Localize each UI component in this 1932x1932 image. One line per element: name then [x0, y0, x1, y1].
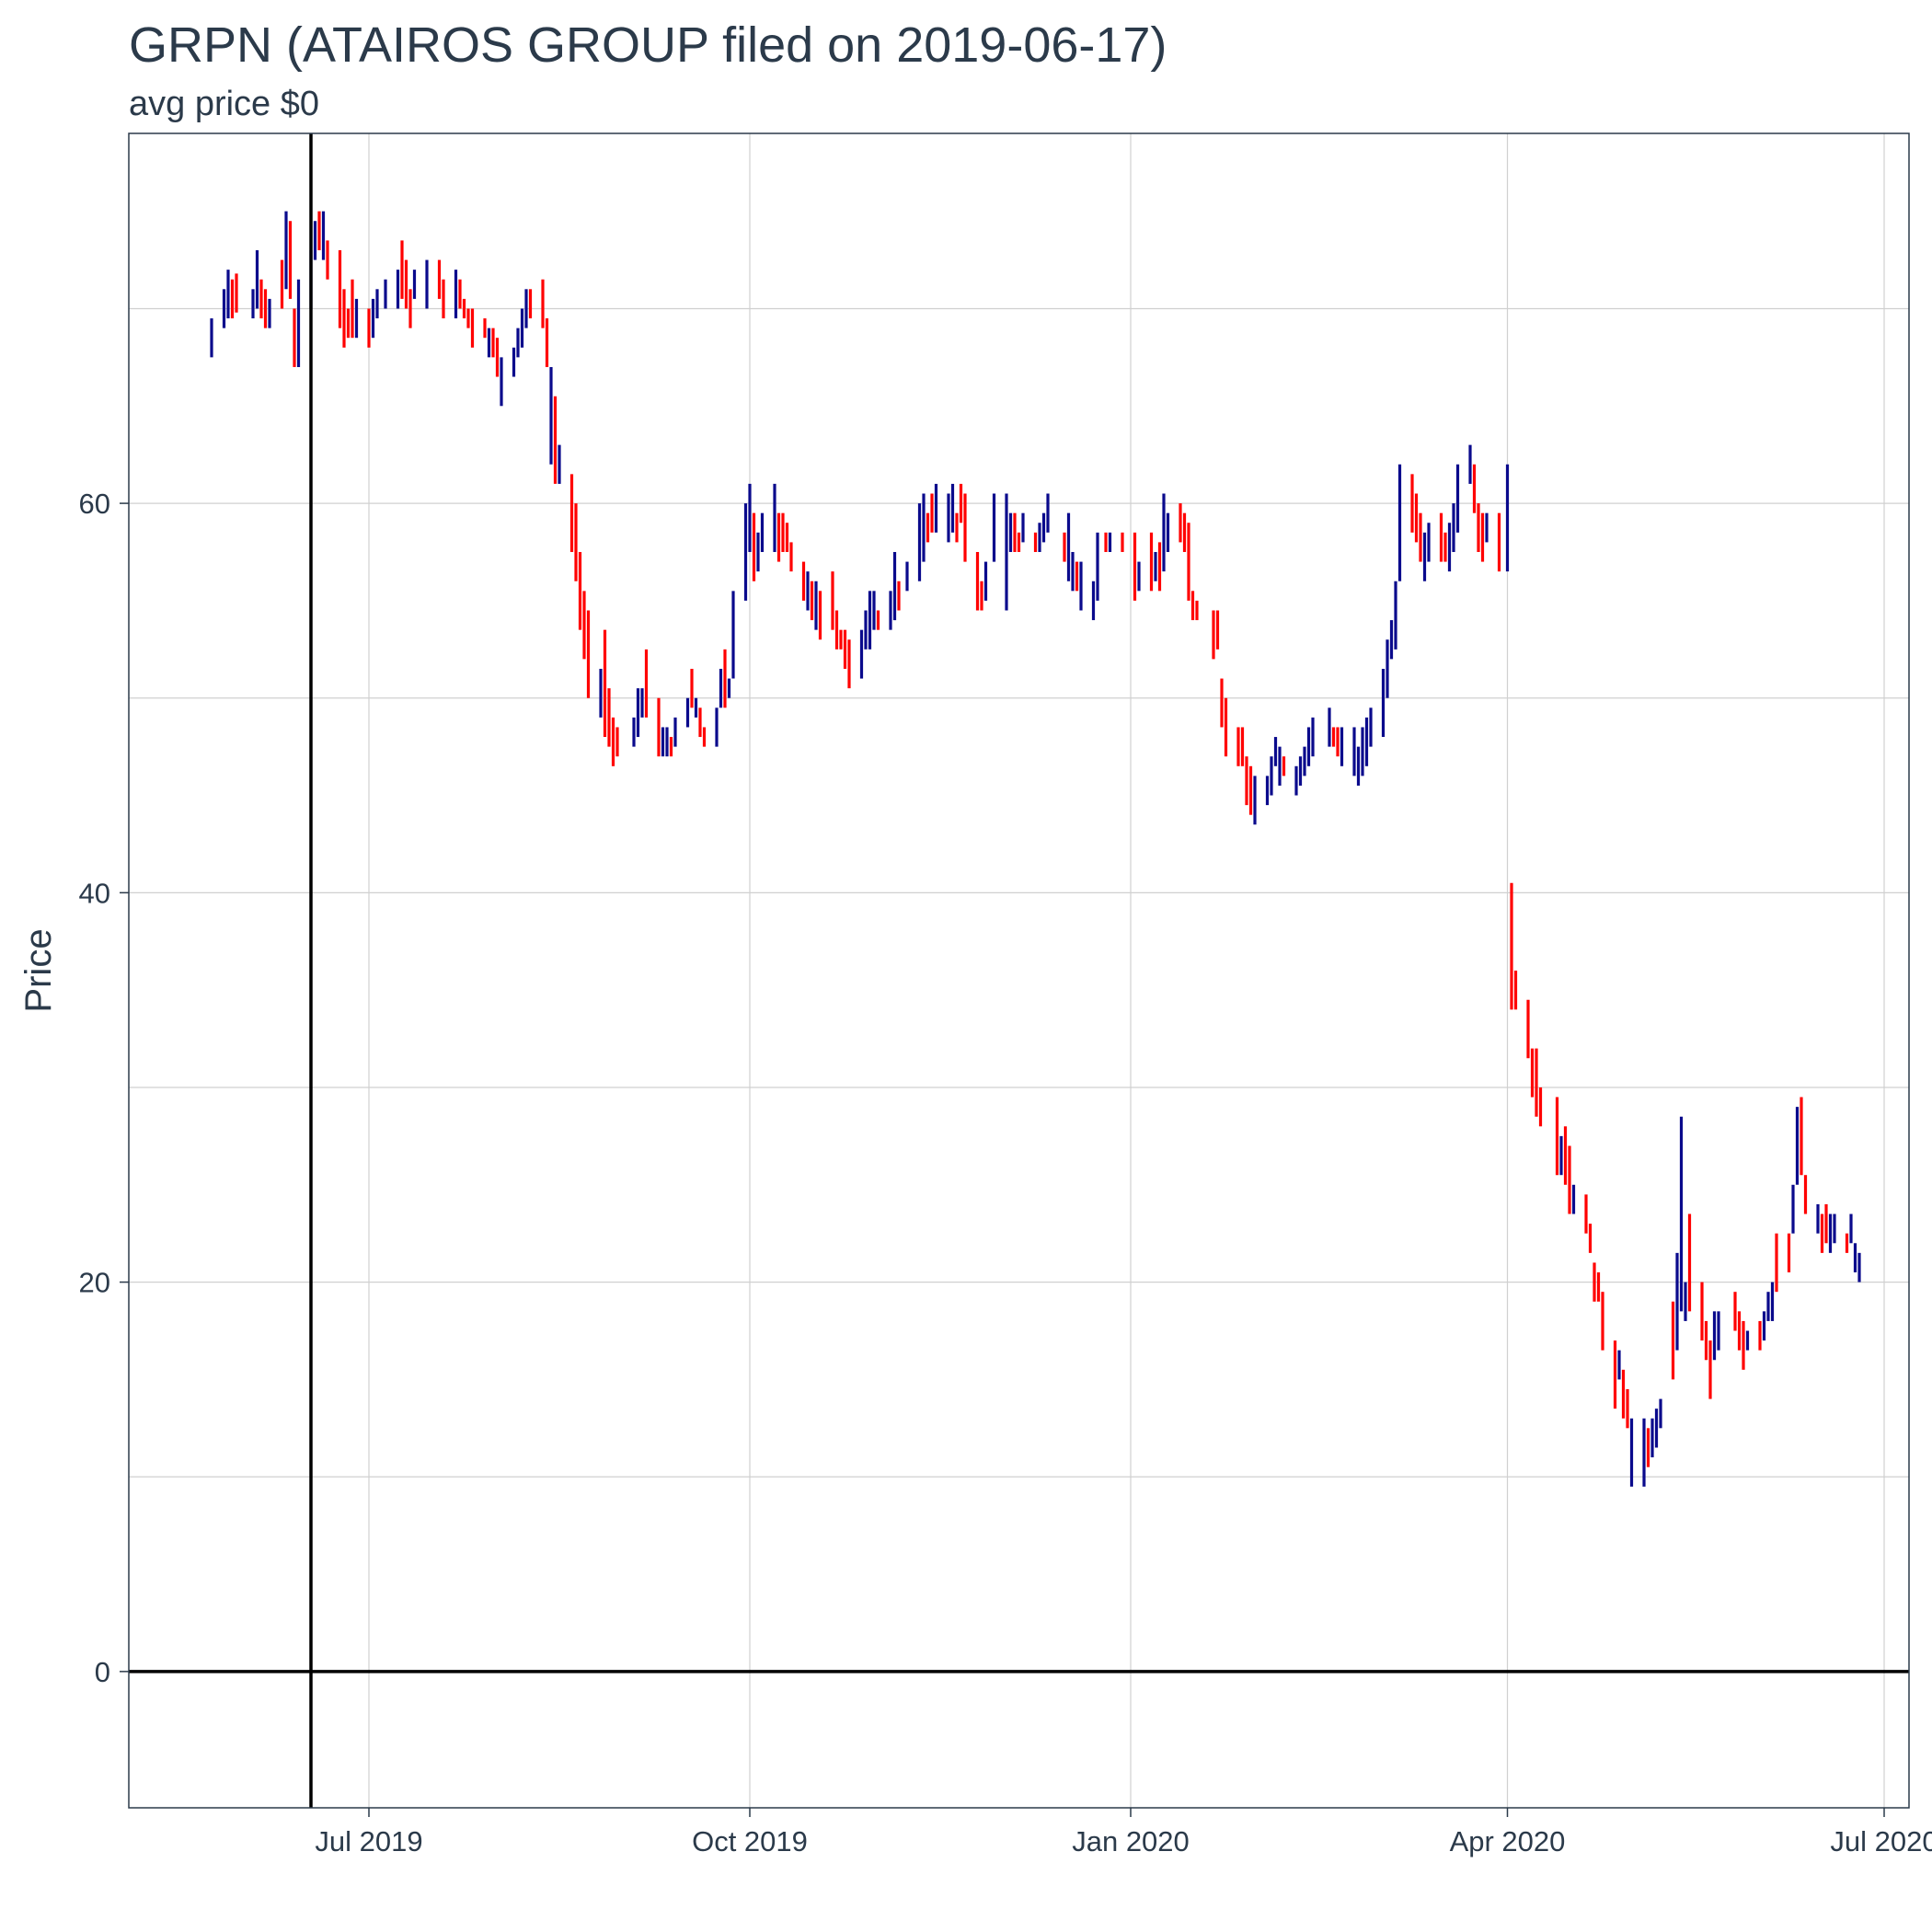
x-tick-label: Jul 2019 — [315, 1825, 422, 1857]
x-tick-label: Oct 2019 — [692, 1825, 808, 1857]
panel-border — [128, 132, 1910, 1809]
y-tick-label: 60 — [79, 488, 110, 520]
reference-lines — [129, 133, 1909, 1808]
y-tick-label: 20 — [79, 1267, 110, 1299]
chart-title: GRPN (ATAIROS GROUP filed on 2019-06-17) — [129, 17, 1167, 73]
grid-lines — [129, 133, 1909, 1808]
chart-subtitle: avg price $0 — [129, 85, 320, 123]
axis-ticks: 0 20 40 60 Jul 2019 Oct 2019 Jan 2020 Apr 2020 J… — [79, 488, 1932, 1857]
x-tick-label: Jan 2020 — [1072, 1825, 1190, 1857]
y-tick-label: 40 — [79, 877, 110, 909]
y-axis-title: Price — [18, 928, 59, 1012]
y-tick-label: 0 — [95, 1656, 110, 1688]
x-tick-label: Apr 2020 — [1450, 1825, 1566, 1857]
x-tick-label: Jul 2020 — [1830, 1825, 1932, 1857]
ohlc-bars — [210, 211, 1861, 1487]
